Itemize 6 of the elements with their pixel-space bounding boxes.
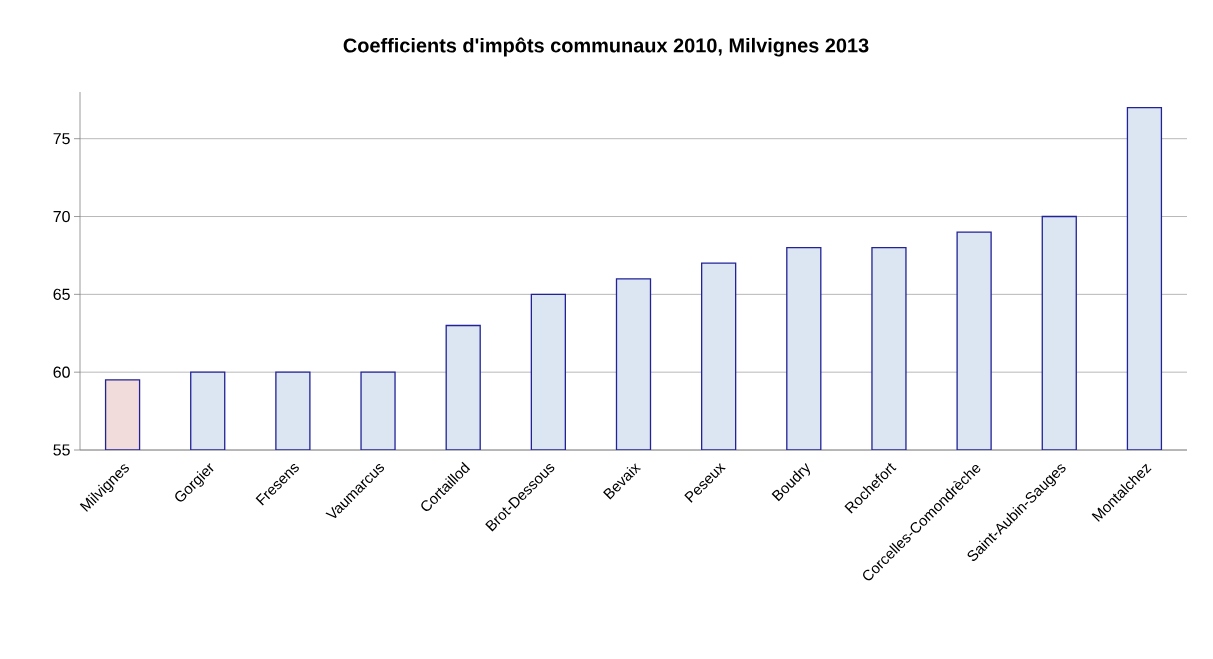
y-tick-label: 60 (53, 366, 70, 378)
y-tick-label: 55 (53, 444, 70, 456)
y-tick-label: 65 (53, 288, 70, 300)
y-tick-label: 70 (53, 210, 70, 223)
y-tick-label: 75 (53, 133, 70, 145)
chart-title: Coefficients d'impôts communaux 2010, Milvignes 2013 (343, 37, 869, 57)
